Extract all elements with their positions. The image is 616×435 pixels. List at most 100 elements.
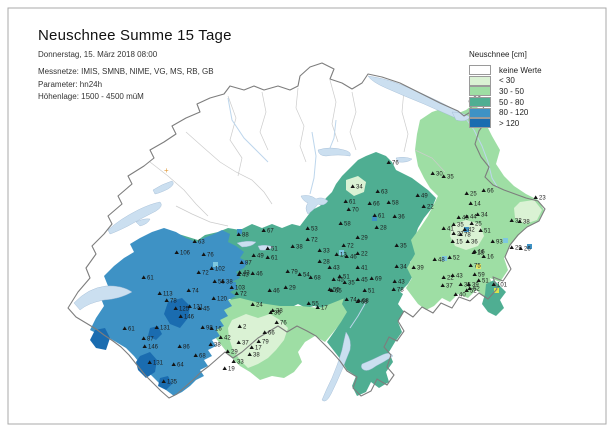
pixel-square: [503, 238, 508, 243]
station-value: 131: [193, 305, 204, 311]
station-value: 68: [314, 276, 321, 282]
station-value: 38: [253, 353, 260, 359]
station-marker-icon: [236, 340, 241, 344]
lake-thun: [236, 241, 257, 248]
pocket-east-lt30-a: [450, 220, 484, 250]
station-value: 16: [487, 255, 494, 261]
station-value: 69: [375, 277, 382, 283]
station-marker-icon: [268, 310, 273, 314]
station-marker-icon: [440, 283, 445, 287]
station-marker-icon: [157, 291, 162, 295]
station-marker-icon: [173, 306, 178, 310]
station-value: 76: [207, 253, 214, 259]
station-value: 40: [459, 293, 466, 299]
station-marker-icon: [430, 171, 435, 175]
station-marker-icon: [362, 288, 367, 292]
station-marker-icon: [481, 254, 486, 258]
station-marker-icon: [329, 288, 334, 292]
lake-walen: [395, 157, 413, 163]
station-value: 46: [273, 289, 280, 295]
station-marker-icon: [261, 228, 266, 232]
station-value: 72: [311, 238, 318, 244]
pocket-east-lt30-b: [514, 200, 542, 224]
station-marker-icon: [222, 366, 227, 370]
station-value: 64: [177, 363, 184, 369]
station-marker-icon: [231, 359, 236, 363]
station-marker-icon: [468, 201, 473, 205]
station-value: 35: [400, 244, 407, 250]
station-value: 135: [167, 380, 178, 386]
station-value: 39: [472, 283, 479, 289]
station-marker-icon: [462, 227, 467, 231]
station-value: 43: [243, 271, 250, 277]
station-value: 52: [470, 289, 477, 295]
elevation-line: Höhenlage: 1500 - 4500 müM: [38, 92, 144, 101]
station-marker-icon: [249, 345, 254, 349]
legend-swatch: [469, 86, 491, 97]
station-marker-icon: [229, 285, 234, 289]
station-marker-icon: [350, 184, 355, 188]
station-marker-icon: [211, 296, 216, 300]
lake-lugano: [361, 353, 394, 371]
lake-lucerne: [300, 195, 329, 215]
station-marker-icon: [451, 222, 456, 226]
station-value: 146: [148, 345, 159, 351]
station-marker-icon: [177, 344, 182, 348]
legend-label: 30 - 50: [499, 86, 524, 96]
station-value: 16: [478, 250, 485, 256]
station-value: 51: [343, 275, 350, 281]
station-marker-icon: [250, 271, 255, 275]
station-marker-icon: [341, 243, 346, 247]
station-marker-icon: [355, 235, 360, 239]
station-marker-icon: [142, 344, 147, 348]
station-marker-icon: [450, 239, 455, 243]
station-value: 98: [206, 326, 213, 332]
station-marker-icon: [533, 195, 538, 199]
station-value: 58: [392, 201, 399, 207]
station-value: 45: [337, 278, 344, 284]
parameter-line: Parameter: hn24h: [38, 80, 103, 89]
pixel-square: [494, 288, 499, 293]
station-value: 28: [323, 260, 330, 266]
legend-swatch: [469, 107, 491, 118]
legend: Neuschnee [cm] keine Werte < 30 30 - 50 50 …: [469, 50, 542, 129]
station-marker-icon: [386, 200, 391, 204]
legend-label: > 120: [499, 118, 520, 128]
pixel-square: [442, 256, 447, 261]
station-value: 29: [231, 350, 238, 356]
station-value: 24: [256, 303, 263, 309]
station-value: 34: [481, 213, 488, 219]
legend-label: 80 - 120: [499, 108, 529, 118]
station-value: 38: [214, 343, 221, 349]
station-value: 113: [163, 292, 173, 298]
lake-maggiore: [321, 331, 351, 402]
station-marker-icon: [196, 270, 201, 274]
pocket-gt120-c: [136, 352, 157, 378]
station-value: 49: [421, 194, 428, 200]
pixel-square: [237, 229, 242, 234]
snow-regions: [90, 104, 544, 396]
station-marker-icon: [391, 287, 396, 291]
cross-marker-icon: +: [164, 166, 169, 175]
station-marker-icon: [509, 245, 514, 249]
legend-label: keine Werte: [499, 65, 542, 75]
station-value: 29: [289, 286, 296, 292]
station-value: 131: [160, 326, 171, 332]
station-value: 35: [447, 175, 454, 181]
station-pixel-squares: [213, 216, 532, 293]
station-marker-icon: [178, 314, 183, 318]
station-marker-icon: [208, 342, 213, 346]
station-value: 36: [471, 240, 478, 246]
station-marker-icon: [367, 201, 372, 205]
pixel-square: [339, 250, 344, 255]
station-marker-icon: [490, 239, 495, 243]
station-value: 33: [237, 360, 244, 366]
station-value: 39: [417, 266, 424, 272]
station-marker-icon: [270, 308, 275, 312]
station-value: 66: [373, 202, 380, 208]
legend-swatch: [469, 75, 491, 86]
station-value: 23: [539, 196, 546, 202]
pockets-gt120: [90, 298, 190, 390]
station-marker-icon: [372, 213, 377, 217]
